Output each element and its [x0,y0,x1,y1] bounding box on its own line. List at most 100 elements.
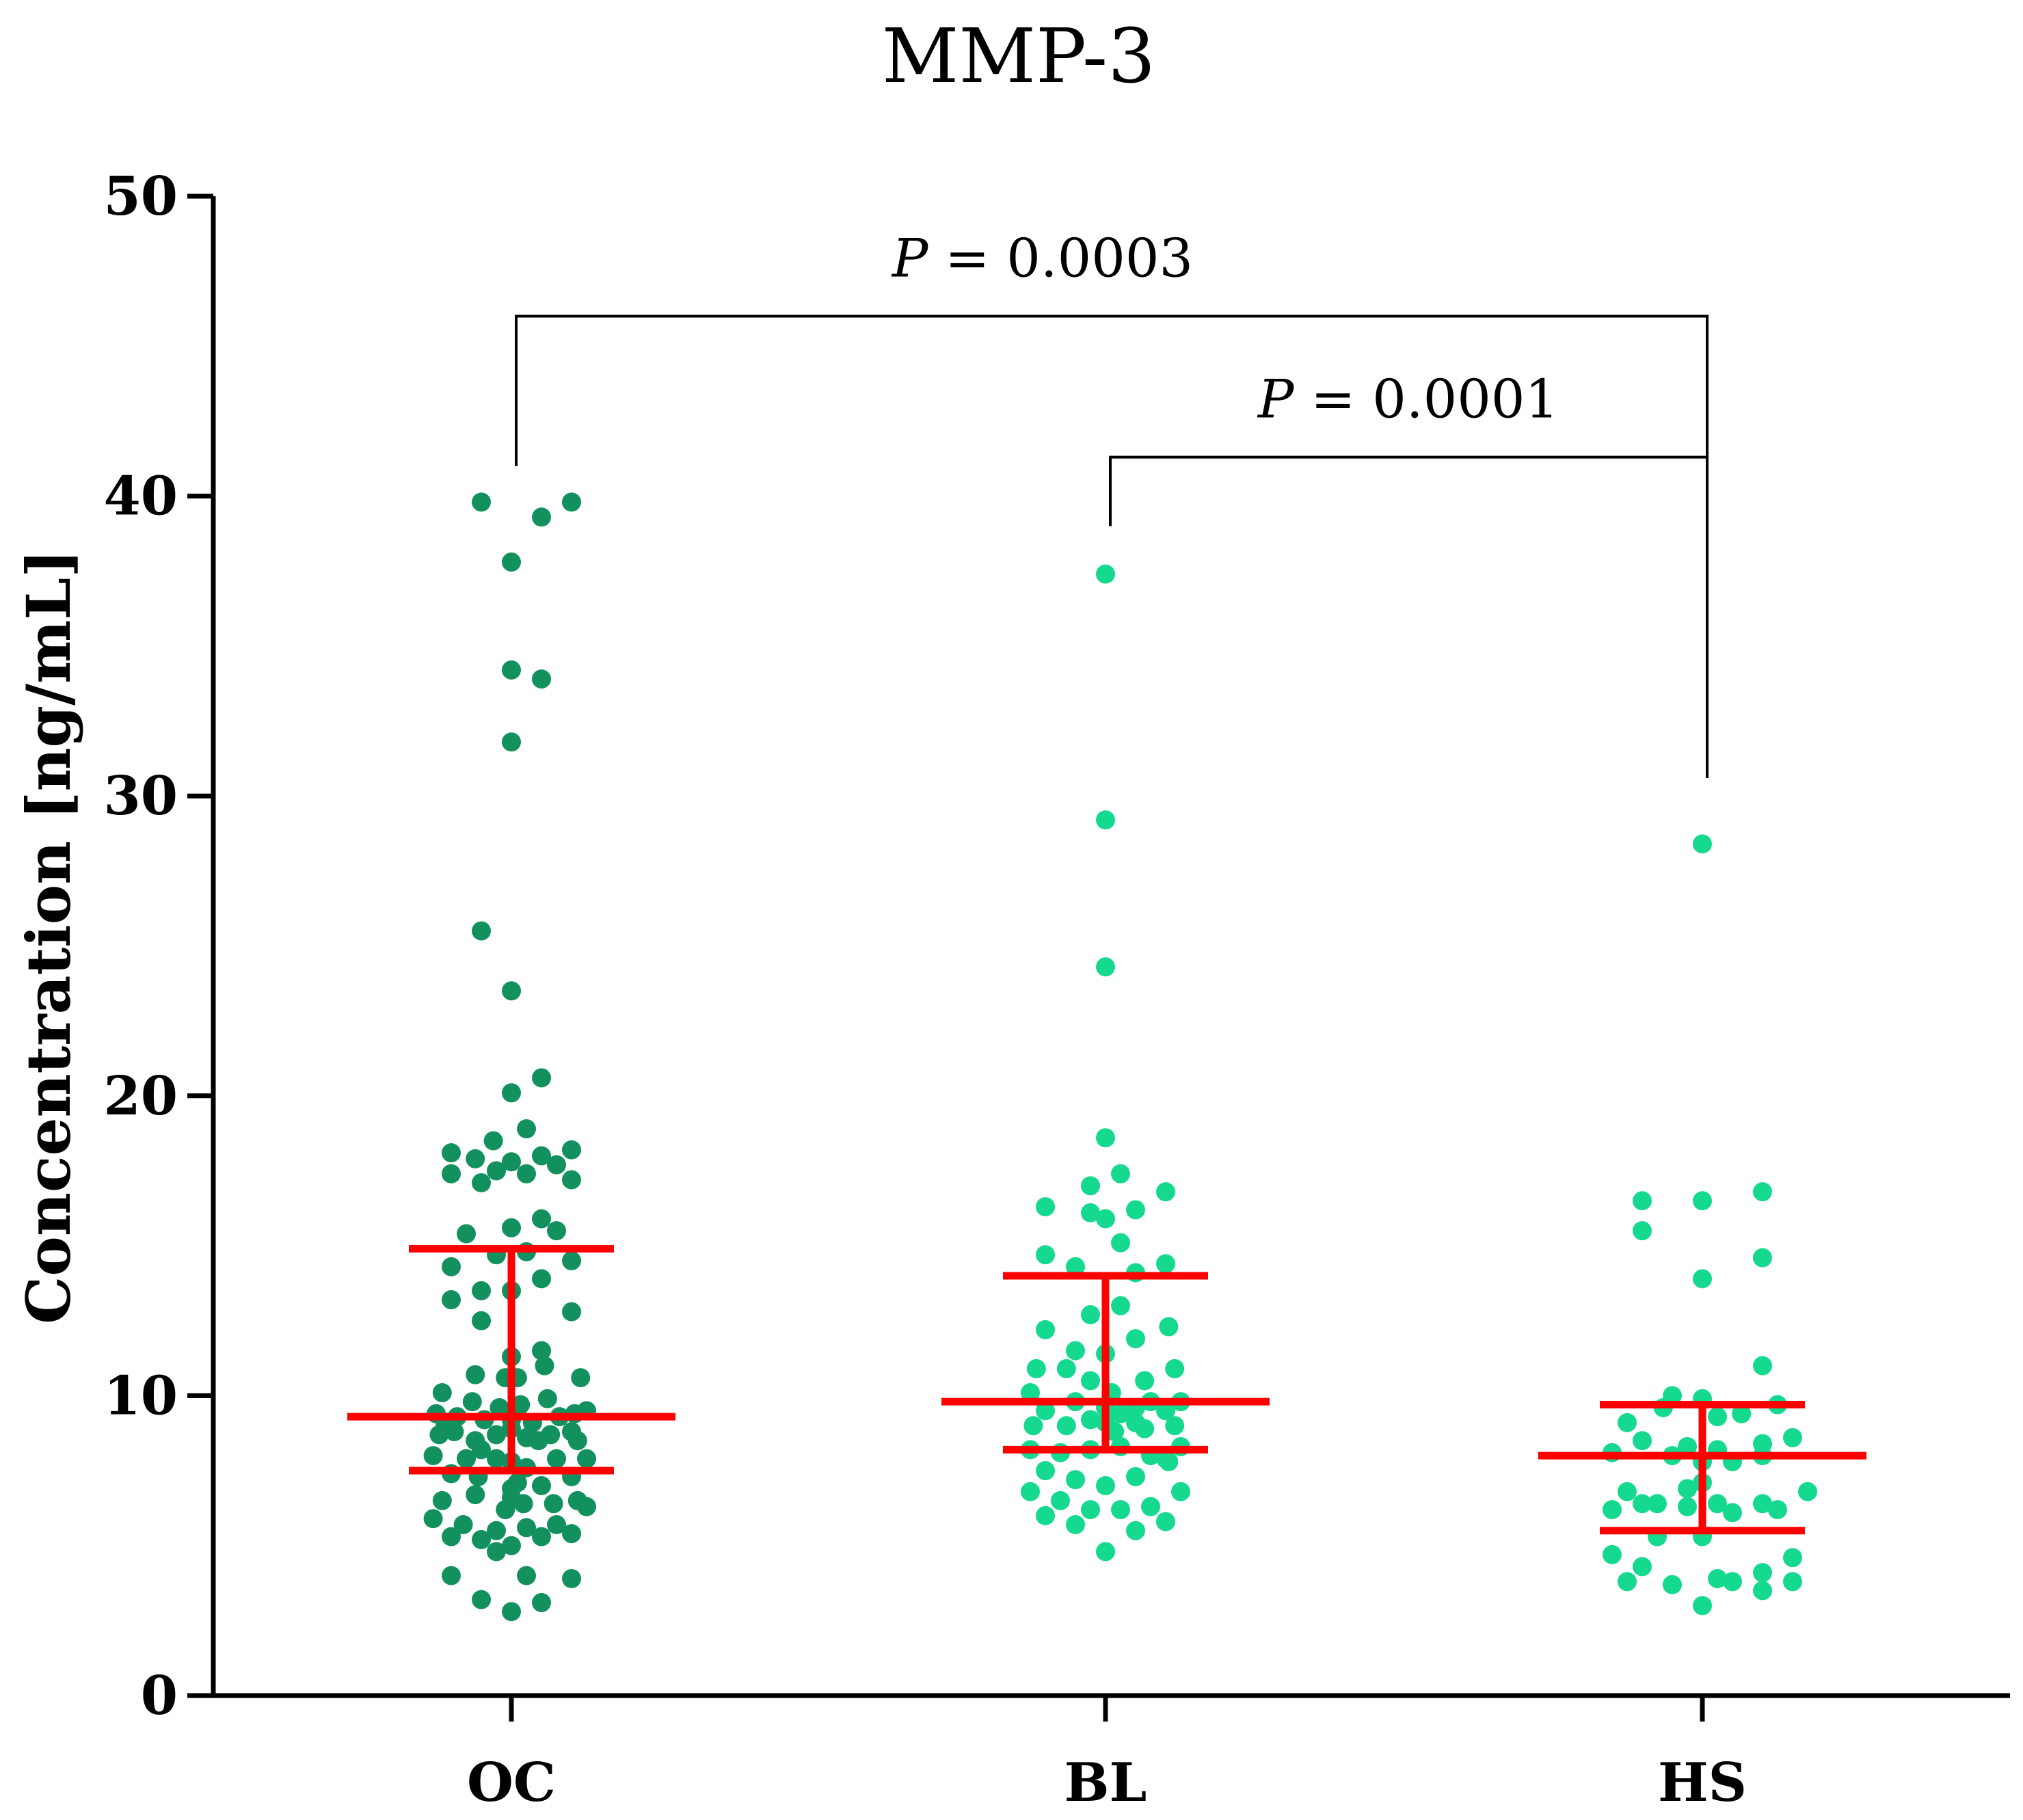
data-point-bl [1036,1320,1055,1339]
data-point-oc [517,1119,536,1139]
data-point-oc [502,1602,521,1622]
data-point-oc [562,1524,581,1544]
data-point-bl [1111,1500,1130,1520]
data-point-oc [502,1536,521,1555]
data-point-bl [1096,1128,1115,1148]
data-point-oc [562,1170,581,1190]
data-point-oc [571,1368,591,1388]
data-point-oc [442,1290,461,1310]
data-point-oc [442,1164,461,1183]
data-point-hs [1678,1436,1697,1456]
data-point-oc [562,1251,581,1271]
data-point-oc [562,492,581,512]
data-point-oc [532,1269,551,1289]
data-point-bl [1096,1475,1115,1495]
data-point-bl [1165,1416,1185,1436]
data-point-hs [1678,1497,1697,1516]
data-point-oc [423,1446,443,1466]
p-symbol: P [891,228,929,289]
data-point-bl [1056,1416,1076,1436]
data-point-oc [496,1500,515,1520]
p-value-bl-hs: P = 0.0001 [1257,369,1559,431]
data-point-bl [1066,1470,1085,1490]
data-point-hs [1663,1575,1682,1594]
data-point-oc [517,1566,536,1585]
data-point-oc [562,1302,581,1322]
data-point-bl [1135,1419,1155,1438]
y-tick-label: 30 [103,765,178,827]
data-point-oc [502,981,521,1001]
data-point-oc [532,1527,551,1547]
data-point-oc [472,921,491,941]
data-point-oc [462,1392,482,1412]
data-point-oc [487,1542,506,1562]
data-point-oc [432,1490,452,1510]
data-point-bl [1105,1422,1125,1442]
data-point-oc [472,1173,491,1192]
data-point-bl [1081,1371,1100,1391]
data-point-hs [1708,1568,1727,1588]
data-point-oc [466,1485,485,1505]
y-tick-label: 20 [103,1065,178,1127]
y-axis-ticks: 0 10 20 30 40 50 [103,165,213,1727]
data-point-hs [1603,1500,1622,1520]
data-point-oc [487,1521,506,1540]
data-point-bl [1126,1200,1145,1220]
data-point-hs [1783,1572,1802,1592]
data-point-oc [547,1221,566,1241]
data-point-bl [1111,1164,1130,1183]
data-point-bl [1021,1383,1040,1403]
data-point-bl [1135,1371,1155,1391]
data-point-hs [1723,1572,1742,1592]
data-point-bl [1126,1521,1145,1540]
data-point-hs [1633,1431,1652,1451]
data-point-oc [577,1449,596,1469]
data-point-oc [537,1389,557,1408]
y-tick-label: 0 [141,1665,178,1727]
data-point-hs [1723,1503,1742,1523]
data-point-hs [1753,1581,1772,1601]
data-point-bl [1156,1512,1175,1531]
data-point-oc [502,1083,521,1103]
data-point-oc [432,1383,452,1403]
data-point-bl [1036,1401,1055,1421]
data-point-hs [1633,1557,1652,1577]
data-point-hs [1618,1572,1637,1592]
data-point-oc [457,1449,476,1469]
x-tick-label-oc: OC [467,1752,556,1814]
data-point-bl [1156,1182,1175,1202]
x-tick-label-hs: HS [1658,1752,1747,1814]
data-point-hs [1633,1191,1652,1211]
data-points [423,492,1817,1622]
data-point-bl [1036,1461,1055,1481]
data-point-oc [577,1497,596,1516]
data-point-oc [544,1494,563,1514]
data-point-oc [511,1395,531,1415]
data-point-hs [1693,834,1712,854]
data-point-bl [1081,1203,1100,1222]
data-point-oc [490,1397,509,1417]
data-point-bl [1159,1317,1179,1337]
data-point-oc [442,1257,461,1276]
data-point-oc [535,1356,554,1376]
data-point-bl [1096,564,1115,584]
y-axis-label: Concentration [ng/mL] [13,549,84,1324]
data-point-oc [429,1425,449,1445]
data-point-oc [532,1341,551,1361]
data-point-bl [1066,1341,1085,1361]
data-point-hs [1753,1182,1772,1202]
data-point-bl [1036,1197,1055,1217]
data-point-oc [472,1529,491,1549]
data-point-bl [1096,1209,1115,1229]
data-point-oc [487,1449,506,1469]
data-point-bl [1096,1542,1115,1562]
data-point-oc [472,1590,491,1609]
data-point-oc [457,1224,476,1244]
p-value-oc-hs: P = 0.0003 [891,228,1193,289]
data-point-hs [1633,1221,1652,1241]
data-point-oc [442,1143,461,1163]
data-point-oc [502,732,521,752]
significance-brackets: P = 0.0003 P = 0.0001 [515,228,1709,778]
p-value-number: = 0.0003 [928,228,1193,289]
data-point-bl [1141,1497,1160,1516]
